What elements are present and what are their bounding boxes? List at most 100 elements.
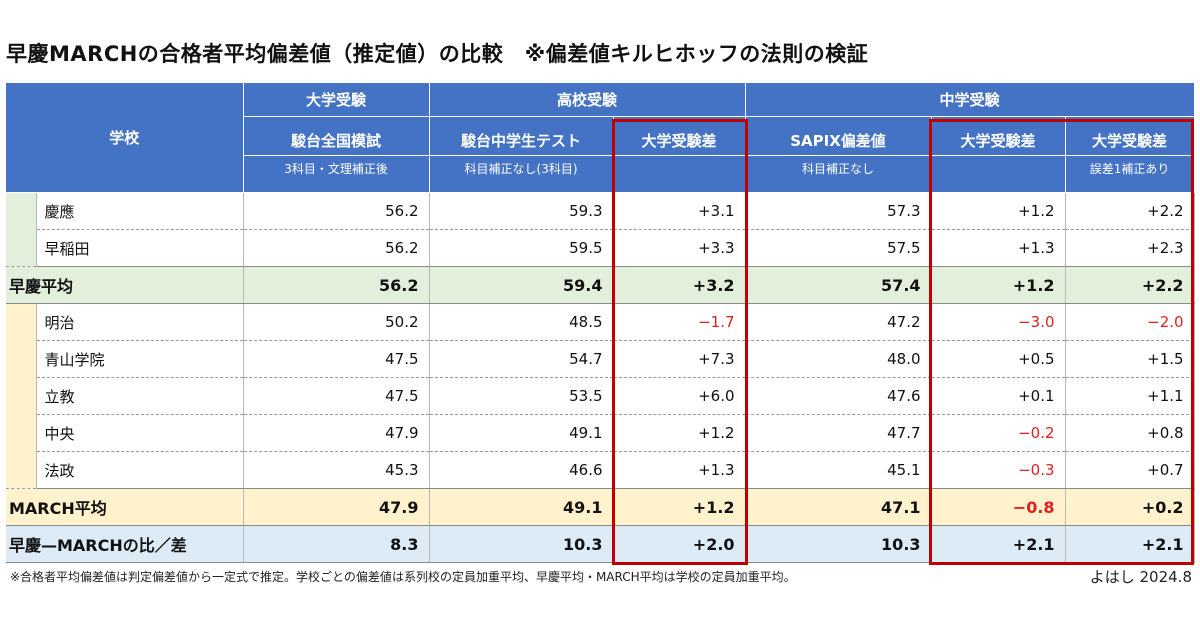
table-row: 明治 50.2 48.5 −1.7 47.2 −3.0 −2.0	[6, 303, 1195, 489]
univ-value: 47.9	[243, 488, 430, 526]
soukei-average-row: 早慶平均 56.2 59.4 +3.2 57.4 +1.2 +2.2	[6, 266, 1195, 304]
junior-diff2-value: +0.2	[1065, 488, 1195, 526]
school-name: 法政	[36, 451, 244, 489]
univ-value: 50.2	[243, 303, 430, 341]
table-row: 中央 47.9 49.1 +1.2 47.7 −0.2 +0.8	[6, 414, 1195, 452]
row-label: MARCH平均	[6, 488, 244, 526]
high-diff-value: +6.0	[613, 377, 746, 415]
sapix-value: 57.5	[745, 229, 932, 267]
soukei-group-bar	[6, 192, 37, 267]
junior-diff-value: +1.2	[931, 266, 1066, 304]
univ-value: 8.3	[243, 525, 430, 563]
univ-value: 47.5	[243, 377, 430, 415]
univ-col-header: 駿台全国模試	[243, 116, 430, 156]
school-header: 学校	[6, 83, 244, 193]
univ-col-subheader: 3科目・文理補正後	[243, 155, 430, 193]
junior-diff-value: +1.3	[931, 229, 1066, 267]
junior-diff2-value: +2.3	[1065, 229, 1195, 267]
univ-group-header: 大学受験	[243, 83, 430, 117]
junior-diff2-value: +1.5	[1065, 340, 1195, 378]
high-value: 46.6	[429, 451, 614, 489]
comparison-table: 学校 大学受験 高校受験 中学受験 駿台全国模試 駿台中学生テスト 大学受験差 …	[6, 83, 1195, 563]
high-diff-value: −1.7	[613, 303, 746, 341]
school-name: 早稲田	[36, 229, 244, 267]
junior-diff2-value: +0.7	[1065, 451, 1195, 489]
high-diff-value: +3.3	[613, 229, 746, 267]
univ-value: 56.2	[243, 192, 430, 230]
high-value: 49.1	[429, 414, 614, 452]
sapix-col-header: SAPIX偏差値	[745, 116, 932, 156]
high-value: 59.5	[429, 229, 614, 267]
sapix-value: 47.2	[745, 303, 932, 341]
table-row: 早稲田 56.2 59.5 +3.3 57.5 +1.3 +2.3	[6, 229, 1195, 267]
univ-value: 56.2	[243, 229, 430, 267]
sapix-value: 47.6	[745, 377, 932, 415]
author-signature: よはし 2024.8	[1089, 568, 1192, 586]
school-name: 立教	[36, 377, 244, 415]
high-group-header: 高校受験	[429, 83, 746, 117]
univ-value: 45.3	[243, 451, 430, 489]
junior-diff-value: −0.8	[931, 488, 1066, 526]
sapix-value: 47.7	[745, 414, 932, 452]
sapix-col-subheader: 科目補正なし	[745, 155, 932, 193]
junior-diff2-col-subheader: 誤差1補正あり	[1065, 155, 1195, 193]
sapix-value: 10.3	[745, 525, 932, 563]
junior-diff-value: −0.3	[931, 451, 1066, 489]
univ-value: 47.9	[243, 414, 430, 452]
high-value: 53.5	[429, 377, 614, 415]
junior-diff2-col-header: 大学受験差	[1065, 116, 1195, 156]
junior-diff-value: +2.1	[931, 525, 1066, 563]
junior-diff-col-header: 大学受験差	[931, 116, 1066, 156]
high-diff-value: +3.1	[613, 192, 746, 230]
school-name: 中央	[36, 414, 244, 452]
high-value: 10.3	[429, 525, 614, 563]
junior-group-header: 中学受験	[745, 83, 1195, 117]
row-label: 早慶平均	[6, 266, 244, 304]
high-diff-value: +1.3	[613, 451, 746, 489]
table-row: 慶應 56.2 59.3 +3.1 57.3 +1.2 +2.2	[6, 192, 1195, 267]
junior-diff-col-subheader	[931, 155, 1066, 193]
march-average-row: MARCH平均 47.9 49.1 +1.2 47.1 −0.8 +0.2	[6, 488, 1195, 526]
junior-diff-value: −0.2	[931, 414, 1066, 452]
sapix-value: 57.4	[745, 266, 932, 304]
table-row: 法政 45.3 46.6 +1.3 45.1 −0.3 +0.7	[6, 451, 1195, 489]
junior-diff2-value: −2.0	[1065, 303, 1195, 341]
high-diff-value: +2.0	[613, 525, 746, 563]
high-value: 49.1	[429, 488, 614, 526]
high-value: 59.4	[429, 266, 614, 304]
table-row: 立教 47.5 53.5 +6.0 47.6 +0.1 +1.1	[6, 377, 1195, 415]
junior-diff2-value: +2.1	[1065, 525, 1195, 563]
high-value: 48.5	[429, 303, 614, 341]
school-name: 青山学院	[36, 340, 244, 378]
univ-value: 56.2	[243, 266, 430, 304]
high-diff-col-header: 大学受験差	[613, 116, 746, 156]
high-diff-value: +1.2	[613, 488, 746, 526]
high-diff-value: +7.3	[613, 340, 746, 378]
junior-diff-value: +0.5	[931, 340, 1066, 378]
footnote: ※合格者平均偏差値は判定偏差値から一定式で推定。学校ごとの偏差値は系列校の定員加…	[10, 570, 796, 584]
junior-diff-value: +0.1	[931, 377, 1066, 415]
school-name: 明治	[36, 303, 244, 341]
junior-diff2-value: +1.1	[1065, 377, 1195, 415]
sapix-value: 48.0	[745, 340, 932, 378]
high-col-subheader: 科目補正なし(3科目)	[429, 155, 614, 193]
high-value: 54.7	[429, 340, 614, 378]
comparison-table-wrapper: 学校 大学受験 高校受験 中学受験 駿台全国模試 駿台中学生テスト 大学受験差 …	[6, 83, 1195, 565]
junior-diff2-value: +2.2	[1065, 266, 1195, 304]
school-name: 慶應	[36, 192, 244, 230]
univ-value: 47.5	[243, 340, 430, 378]
high-value: 59.3	[429, 192, 614, 230]
junior-diff-value: +1.2	[931, 192, 1066, 230]
junior-diff2-value: +0.8	[1065, 414, 1195, 452]
high-diff-value: +1.2	[613, 414, 746, 452]
high-diff-value: +3.2	[613, 266, 746, 304]
row-label: 早慶—MARCHの比／差	[6, 525, 244, 563]
page-title: 早慶MARCHの合格者平均偏差値（推定値）の比較 ※偏差値キルヒホッフの法則の検…	[6, 42, 869, 66]
table-row: 青山学院 47.5 54.7 +7.3 48.0 +0.5 +1.5	[6, 340, 1195, 378]
sapix-value: 47.1	[745, 488, 932, 526]
junior-diff2-value: +2.2	[1065, 192, 1195, 230]
high-col-header: 駿台中学生テスト	[429, 116, 614, 156]
sapix-value: 45.1	[745, 451, 932, 489]
march-group-bar	[6, 303, 37, 489]
sapix-value: 57.3	[745, 192, 932, 230]
